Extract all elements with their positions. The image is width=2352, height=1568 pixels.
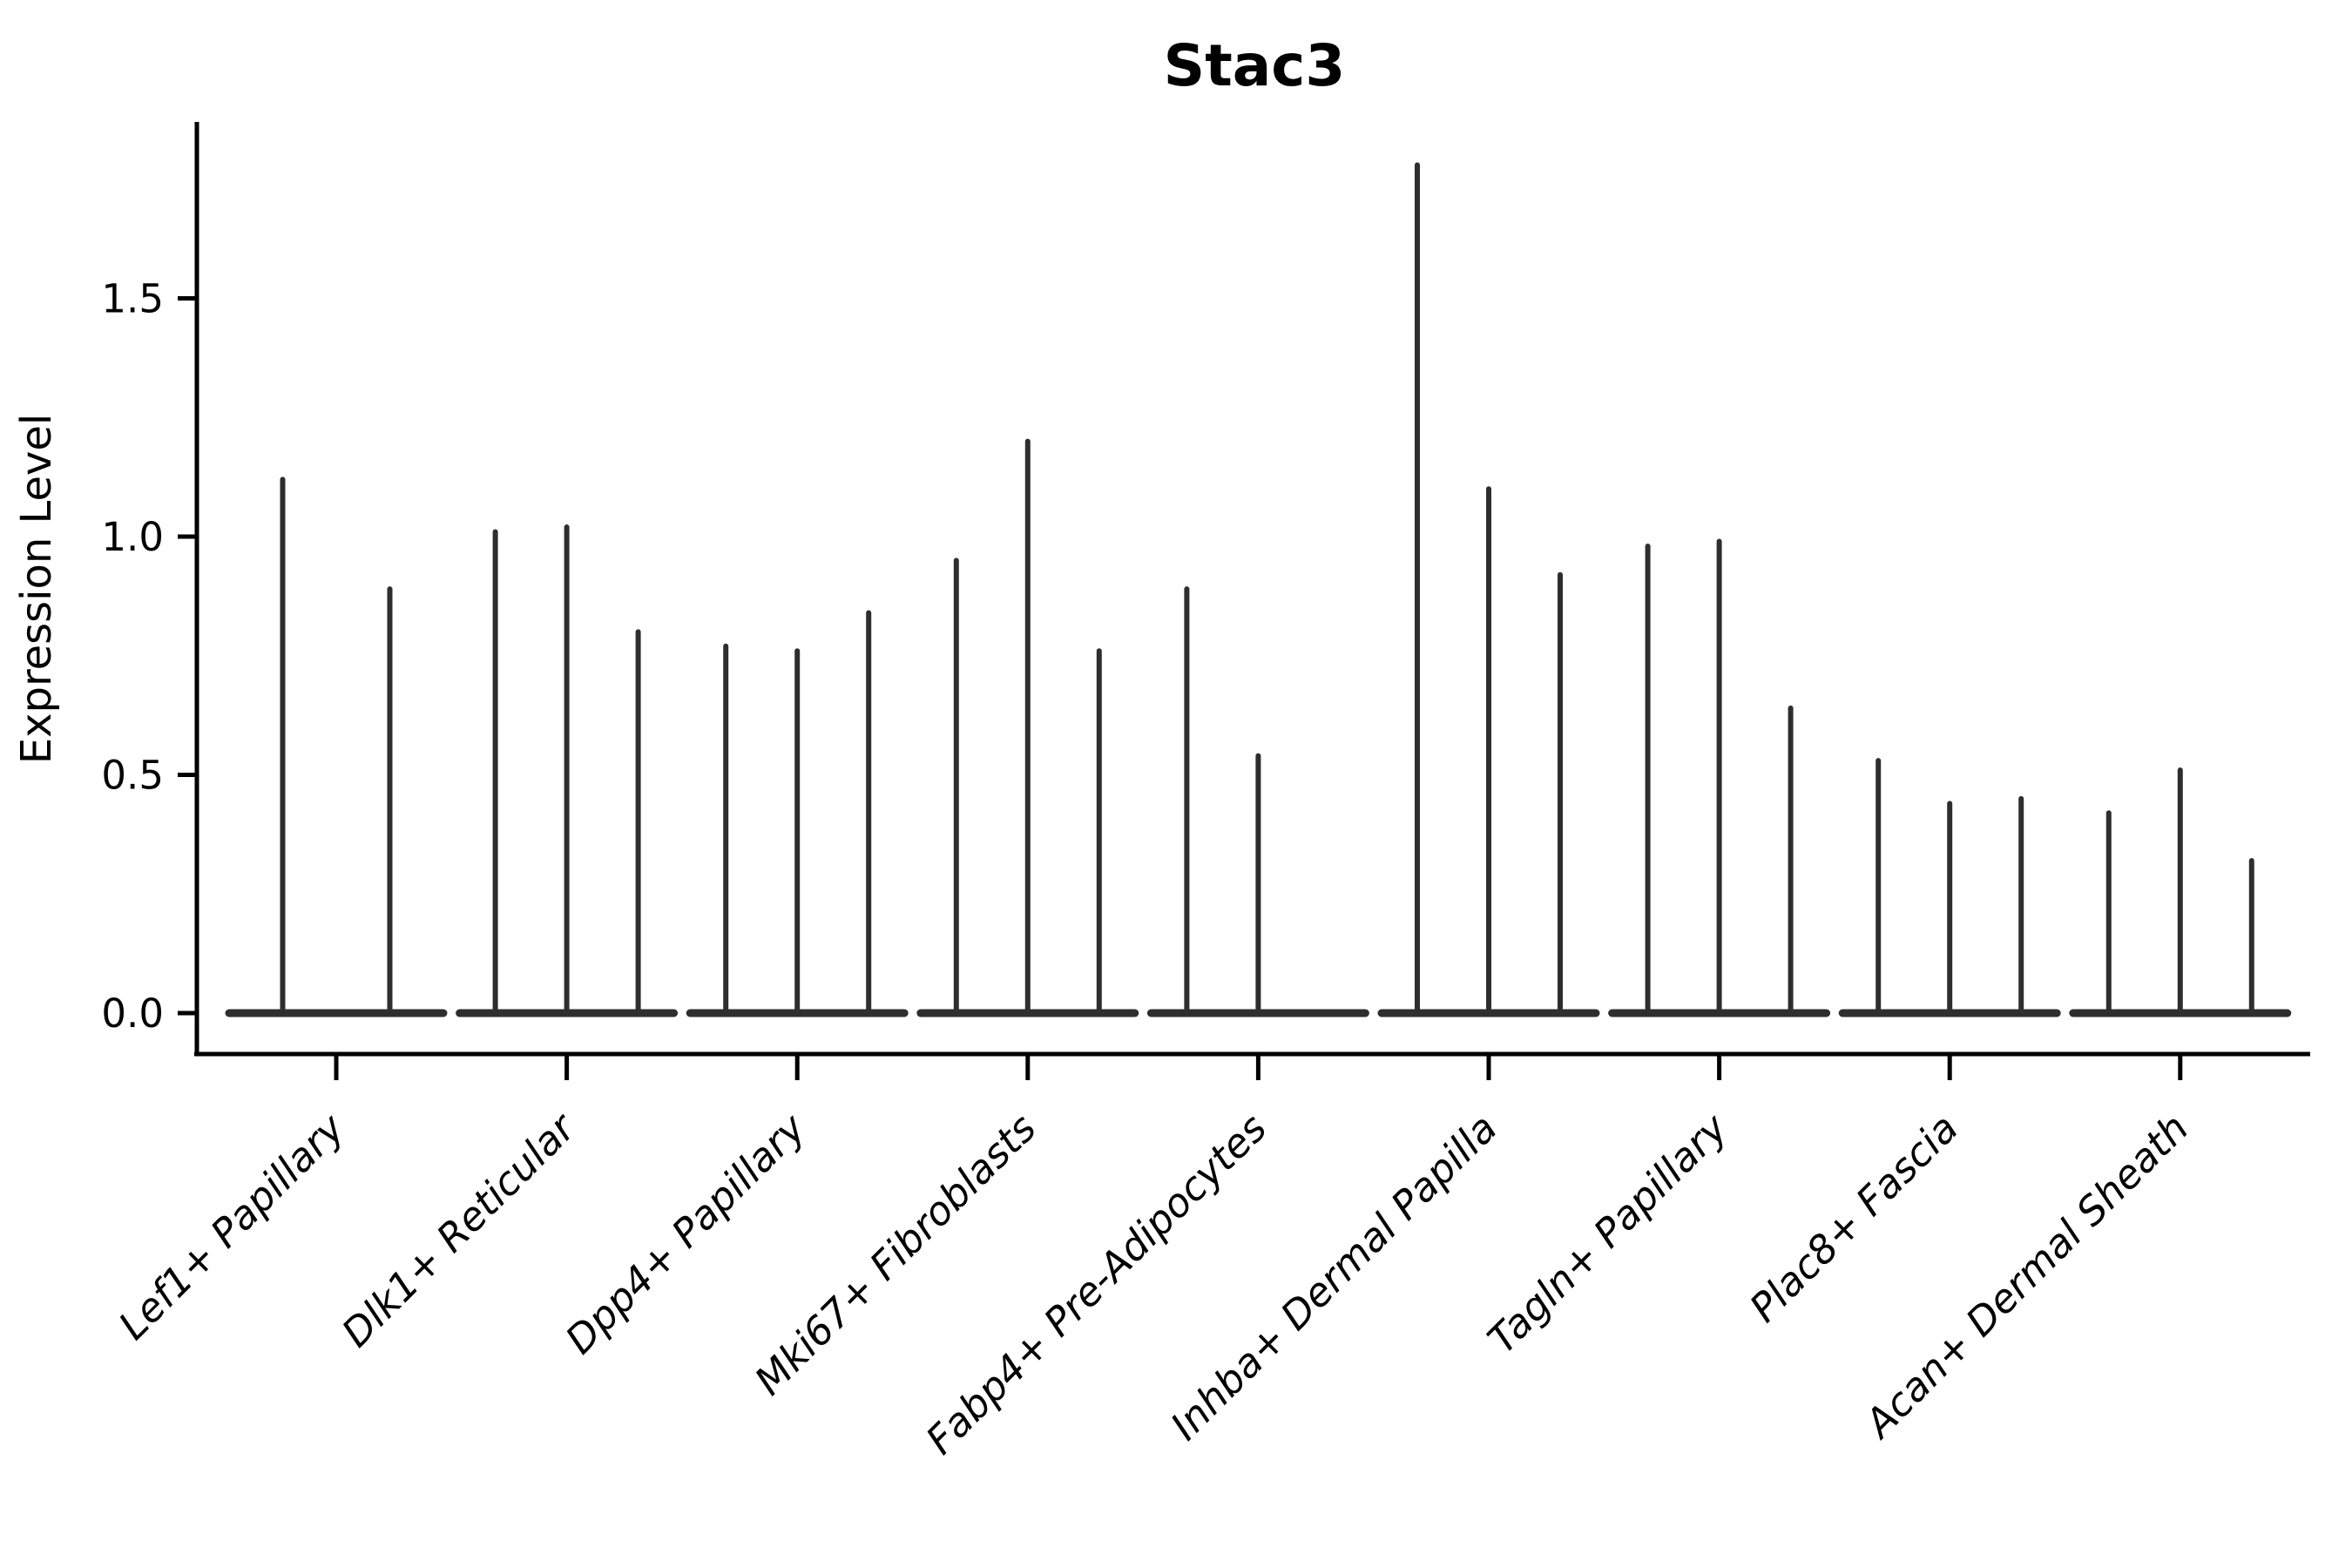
x-tick-label: Plac8+ Fascia [1740,1105,1967,1331]
x-tick-label: Tagln+ Papillary [1478,1104,1737,1362]
y-tick-label: 0.0 [101,990,164,1037]
x-tick-label: Dpp4+ Papillary [557,1104,815,1362]
chart-title: Stac3 [1164,32,1346,99]
axes [194,122,2310,1057]
y-axis-ticks: 0.0 0.5 1.0 1.5 [101,276,197,1037]
y-tick-label: 0.5 [101,753,164,799]
violins [225,162,2292,1017]
y-tick-label: 1.0 [101,514,164,560]
x-tick-label: Lef1+ Papillary [110,1104,355,1348]
y-axis-label: Expression Level [12,414,61,765]
x-tick-label: Dlk1+ Reticular [333,1104,585,1356]
y-tick-label: 1.5 [101,276,164,322]
